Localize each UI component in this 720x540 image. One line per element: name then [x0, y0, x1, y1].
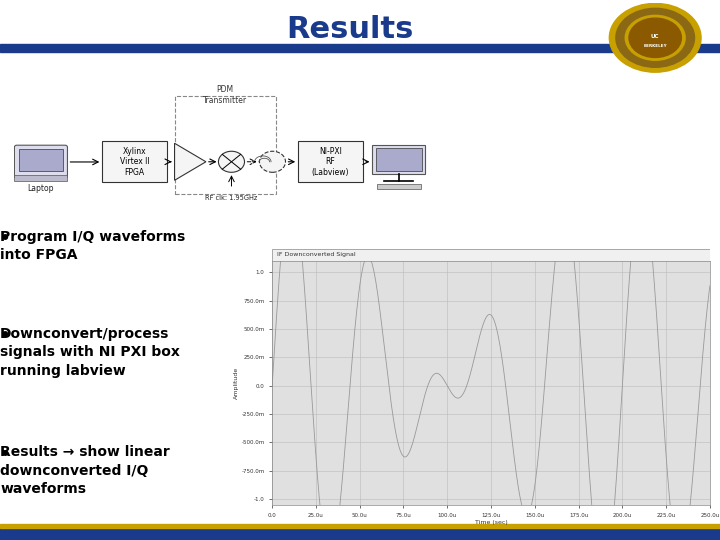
Bar [298, 141, 363, 183]
Circle shape [625, 15, 685, 60]
Bar [14, 175, 68, 181]
Circle shape [218, 151, 245, 172]
Text: Results: Results [287, 16, 414, 44]
Text: Xylinx
Virtex II
FPGA: Xylinx Virtex II FPGA [120, 147, 150, 177]
FancyBboxPatch shape [14, 145, 68, 178]
Text: PDM: PDM [217, 85, 234, 94]
Y-axis label: Amplitude: Amplitude [233, 367, 238, 399]
Circle shape [616, 8, 695, 68]
Text: Program I/Q waveforms
into FPGA: Program I/Q waveforms into FPGA [0, 230, 185, 262]
Text: •: • [0, 446, 11, 463]
Circle shape [629, 18, 681, 57]
Bar [0, 524, 720, 528]
Circle shape [259, 151, 286, 172]
Text: Results → show linear
downconverted I/Q
waveforms: Results → show linear downconverted I/Q … [0, 446, 170, 496]
Bar [0, 44, 720, 52]
Bar [174, 97, 276, 194]
Bar [102, 141, 167, 183]
Bar [377, 148, 421, 171]
X-axis label: Time (sec): Time (sec) [474, 521, 508, 525]
Bar [372, 145, 426, 174]
Text: •: • [0, 327, 11, 345]
Text: •: • [0, 230, 11, 247]
Text: UC: UC [651, 34, 660, 39]
Text: Laptop: Laptop [27, 184, 54, 193]
Text: NI-PXI
RF
(Labview): NI-PXI RF (Labview) [312, 147, 349, 177]
Text: RF clk: 1.95GHz: RF clk: 1.95GHz [205, 195, 258, 201]
Text: IF Downconverted Signal: IF Downconverted Signal [276, 252, 355, 258]
Polygon shape [174, 143, 206, 180]
Circle shape [609, 3, 701, 72]
Text: BERKELEY: BERKELEY [644, 44, 667, 48]
Text: Transmitter: Transmitter [203, 96, 247, 105]
Text: Downconvert/process
signals with NI PXI box
running labview: Downconvert/process signals with NI PXI … [0, 327, 180, 377]
Bar [377, 184, 420, 189]
Bar [19, 149, 63, 171]
Bar [0, 528, 720, 540]
